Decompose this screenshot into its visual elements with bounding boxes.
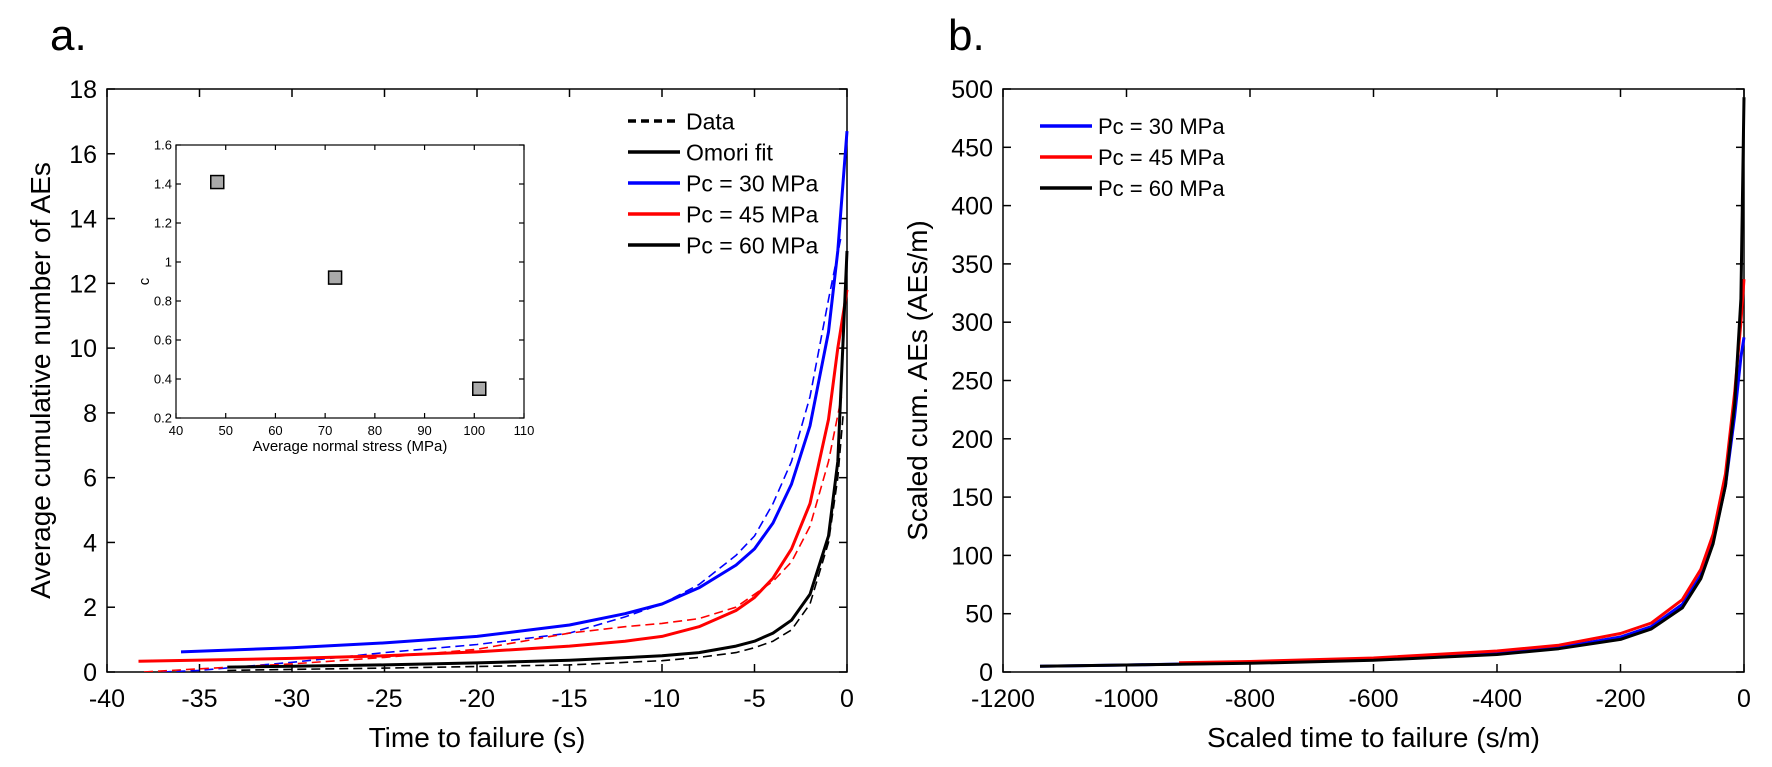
- inset-x-tick-label: 100: [463, 423, 485, 438]
- b-y-tick-label: 100: [951, 542, 993, 570]
- inset-data-point: [472, 381, 487, 396]
- b-series-group: [1039, 97, 1746, 668]
- b-x-tick-label: -600: [1348, 685, 1398, 713]
- panel-b: -1200 -1000 -800 -600 -400 -200 0 0 50 100 150 200 2…: [902, 76, 1751, 753]
- inset-y-tick-label: 0.4: [154, 372, 172, 387]
- inset-data-point: [327, 270, 343, 285]
- a-y-tick-label: 4: [83, 529, 97, 557]
- a-y-axis-label: Average cumulative number of AEs: [25, 162, 56, 599]
- b-x-tick-label: -400: [1472, 685, 1522, 713]
- b-y-tick-label: 50: [965, 601, 993, 629]
- a-series-line-pc-30-mpa-omori-fit: [180, 130, 849, 654]
- b-y-tick-label: 450: [951, 134, 993, 162]
- b-x-tick-label: -1000: [1095, 685, 1159, 713]
- inset-x-tick-label: 50: [218, 423, 232, 438]
- a-y-tick-label: 10: [69, 335, 97, 363]
- b-y-tick-label: 200: [951, 426, 993, 454]
- a-y-tick-label: 16: [69, 141, 97, 169]
- b-x-tick-label: -1200: [971, 685, 1035, 713]
- b-x-tick-label: 0: [1737, 685, 1751, 713]
- inset-x-axis-label: Average normal stress (MPa): [253, 438, 448, 455]
- inset-y-tick-label: 0.8: [154, 294, 172, 309]
- inset-x-tick-label: 90: [417, 423, 431, 438]
- inset-y-tick-label: 1: [165, 255, 172, 270]
- b-y-axis-label: Scaled cum. AEs (AEs/m): [902, 220, 933, 541]
- inset-x-tick-label: 80: [368, 423, 382, 438]
- a-x-tick-label: -15: [551, 685, 587, 713]
- a-y-tick-label: 12: [69, 270, 97, 298]
- b-series-line-pc-60-mpa: [1039, 97, 1746, 668]
- a-series-group: [138, 130, 849, 672]
- b-legend-label: Pc = 60 MPa: [1098, 176, 1225, 201]
- inset-y-axis-label: c: [136, 277, 153, 285]
- a-series-line-pc-45-mpa-data: [143, 396, 843, 672]
- inset-x-tick-label: 60: [268, 423, 282, 438]
- a-x-tick-label: -20: [459, 685, 495, 713]
- b-y-tick-label: 350: [951, 251, 993, 279]
- a-series-line-pc-60-mpa-data: [227, 412, 845, 672]
- inset-x-tick-label: 110: [514, 423, 535, 438]
- b-axes-box: [1002, 88, 1745, 673]
- panel-b-label: b.: [948, 11, 985, 60]
- inset-y-tick-label: 0.2: [154, 411, 172, 426]
- inset-y-tick-label: 1.4: [154, 177, 172, 192]
- a-y-tick-label: 8: [83, 400, 97, 428]
- a-series-line-pc-45-mpa-omori-fit: [138, 289, 849, 663]
- b-y-tick-label: 400: [951, 193, 993, 221]
- a-legend-label: Pc = 60 MPa: [686, 232, 819, 258]
- a-x-tick-label: -25: [366, 685, 402, 713]
- inset-y-tick-label: 1.6: [154, 138, 172, 153]
- a-legend-label: Data: [686, 108, 735, 134]
- a-y-tick-label: 0: [83, 659, 97, 687]
- a-legend-label: Omori fit: [686, 139, 774, 165]
- a-x-axis-label: Time to failure (s): [369, 722, 586, 753]
- b-y-tick-label: 0: [979, 659, 993, 687]
- a-x-tick-label: 0: [840, 685, 854, 713]
- a-x-tick-label: -30: [274, 685, 310, 713]
- a-y-tick-label: 6: [83, 465, 97, 493]
- b-x-axis-label: Scaled time to failure (s/m): [1207, 722, 1540, 753]
- inset-x-tick-label: 40: [169, 423, 183, 438]
- b-y-tick-label: 300: [951, 309, 993, 337]
- b-y-tick-label: 500: [951, 76, 993, 104]
- inset-y-tick-label: 1.2: [154, 216, 172, 231]
- panel-a-label: a.: [50, 11, 87, 60]
- b-legend-label: Pc = 30 MPa: [1098, 114, 1225, 139]
- a-series-line-pc-60-mpa-omori-fit: [227, 250, 849, 669]
- inset-data-point: [210, 174, 225, 190]
- a-x-tick-label: -10: [644, 685, 680, 713]
- inset-y-tick-label: 0.6: [154, 333, 172, 348]
- a-x-tick-label: -35: [181, 685, 217, 713]
- b-x-tick-label: -200: [1595, 685, 1645, 713]
- inset-x-tick-label: 70: [318, 423, 332, 438]
- b-y-tick-label: 150: [951, 484, 993, 512]
- panel-a: -40 -35 -30 -25 -20 -15 -10 -5 0 0 2 4 6 8 10 12 14 16 18 T…: [25, 76, 854, 753]
- a-y-tick-label: 18: [69, 76, 97, 104]
- a-legend-label: Pc = 30 MPa: [686, 170, 819, 196]
- a-y-tick-label: 2: [83, 594, 97, 622]
- b-x-tick-label: -800: [1225, 685, 1275, 713]
- a-x-tick-label: -5: [743, 685, 765, 713]
- inset-axes-box: [175, 144, 525, 419]
- b-y-tick-label: 250: [951, 368, 993, 396]
- inset-chart: 40 50 60 70 80 90 100 110 0.2 0.4 0.6 0.8 1 1.2 1.4 1.6…: [136, 138, 534, 455]
- b-legend-label: Pc = 45 MPa: [1098, 145, 1225, 170]
- a-x-tick-label: -40: [89, 685, 125, 713]
- a-y-tick-label: 14: [69, 206, 97, 234]
- a-legend-label: Pc = 45 MPa: [686, 201, 819, 227]
